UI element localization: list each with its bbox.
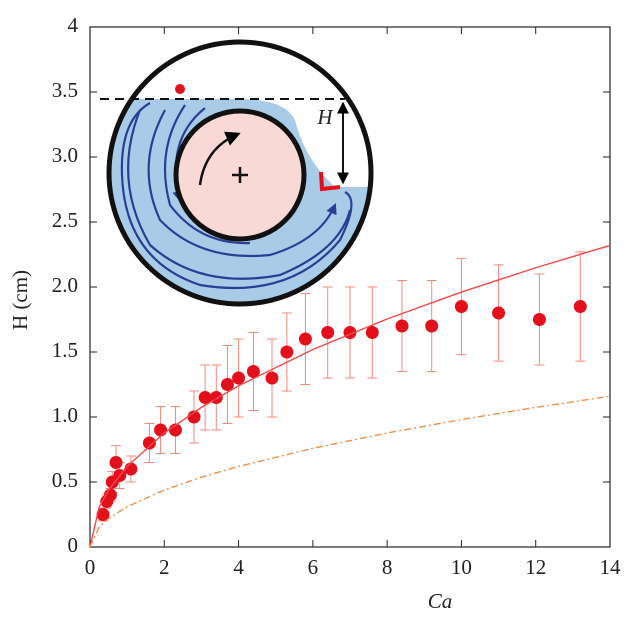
x-tick-label: 10 (451, 555, 472, 579)
data-point (454, 300, 468, 313)
y-tick-label: 3.0 (52, 143, 78, 167)
data-point (246, 365, 260, 378)
x-tick-label: 2 (159, 555, 170, 579)
data-point (425, 319, 439, 333)
y-tick-label: 0.5 (52, 468, 78, 492)
data-point (187, 410, 201, 424)
y-tick-label: 1.0 (52, 403, 78, 427)
contact-line (319, 171, 341, 192)
y-tick-label: 2.0 (52, 273, 78, 297)
rotation-arrow (198, 131, 241, 186)
inset-diagram: H (100, 39, 374, 307)
tracer (175, 84, 185, 94)
data-point (492, 306, 506, 320)
data-point (96, 508, 110, 521)
fit-line (89, 244, 611, 548)
data-point (298, 332, 312, 346)
data-point (220, 378, 234, 391)
data-point (265, 371, 279, 385)
data-point (573, 300, 587, 313)
x-tick-label: 6 (308, 555, 319, 579)
data-point (395, 319, 409, 333)
data-point (109, 456, 123, 469)
height-label: H (316, 105, 334, 129)
data-point (232, 371, 246, 385)
y-axis-label: H (cm) (8, 270, 32, 330)
x-tick-label: 14 (600, 555, 622, 579)
fit-line (89, 395, 611, 548)
data-point (142, 436, 156, 450)
x-tick-label: 0 (85, 555, 96, 579)
y-tick-label: 3.5 (52, 78, 78, 102)
x-tick-label: 4 (233, 555, 244, 579)
data-point (365, 326, 379, 339)
data-point (154, 423, 168, 437)
data-point (321, 326, 335, 339)
y-tick-label: 4 (68, 13, 79, 37)
plot-area: 0 2 4 6 8 10 12 14 0 0.5 1.0 1.5 2.0 2.5 3.0 3.5 4 (52, 13, 621, 579)
outer-cylinder (106, 39, 374, 307)
x-tick-label: 12 (525, 555, 546, 579)
x-axis-label: Ca (428, 589, 453, 613)
y-tick-label: 2.5 (52, 208, 78, 232)
data-point (532, 313, 546, 326)
data-point (198, 391, 212, 404)
data-point (124, 462, 138, 476)
data-point (280, 345, 294, 359)
y-tick-label: 1.5 (52, 338, 78, 362)
x-tick-label: 8 (382, 555, 393, 579)
center-mark (232, 167, 248, 183)
y-tick-label: 0 (68, 533, 79, 557)
